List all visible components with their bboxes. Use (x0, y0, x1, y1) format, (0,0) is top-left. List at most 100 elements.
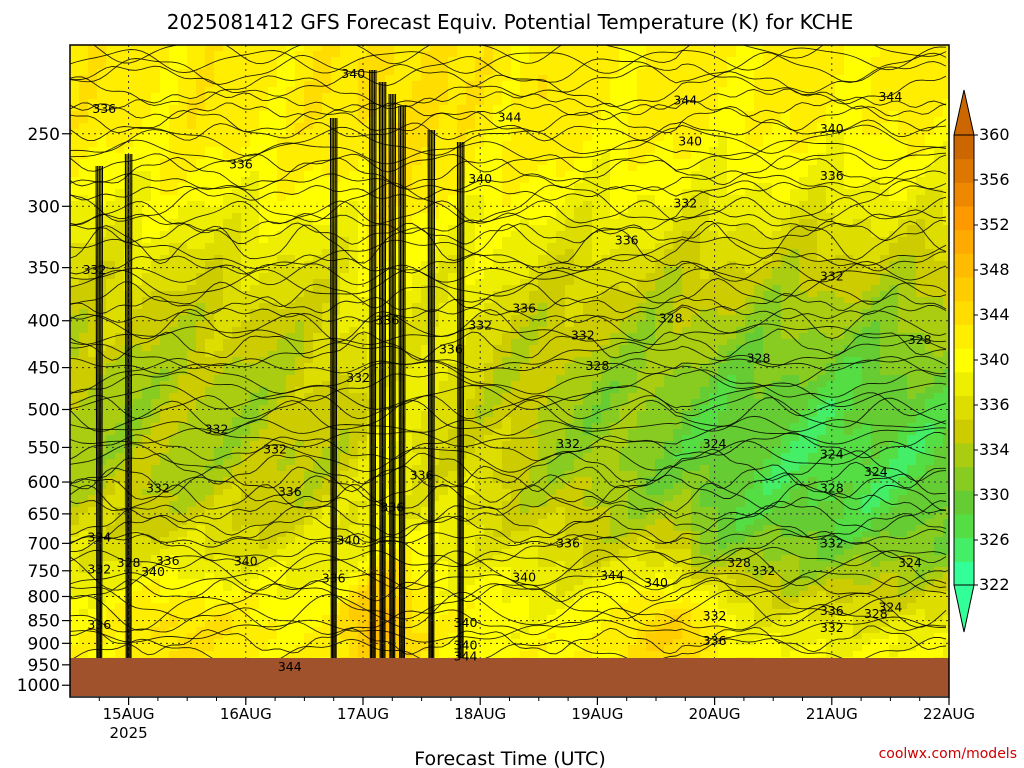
colorbar-swatch (954, 466, 974, 491)
colorbar-swatch (954, 561, 974, 586)
colorbar-label: 360 (979, 125, 1010, 144)
contour-label: 332 (468, 318, 492, 333)
year-label: 2025 (110, 724, 148, 742)
contour-label: 336 (322, 571, 346, 586)
colorbar-swatch (954, 490, 974, 515)
contour-label: 336 (820, 168, 844, 183)
contour-label: 332 (263, 442, 287, 457)
contour-label: 340 (820, 121, 844, 136)
ground-surface (70, 658, 949, 696)
colorbar-swatch (954, 277, 974, 302)
contour-label: 328 (864, 606, 888, 621)
pressure-tick-label: 800 (28, 587, 60, 607)
colorbar-swatch (954, 371, 974, 397)
time-tick-label: 20AUG (689, 705, 741, 723)
contour-lines (70, 45, 947, 665)
time-tick-label: 19AUG (571, 705, 623, 723)
contour-label: 340 (234, 554, 258, 569)
pressure-tick-label: 600 (28, 473, 60, 493)
colorbar-label: 340 (979, 350, 1010, 369)
colorbar-swatch (954, 300, 974, 325)
contour-label: 344 (454, 648, 478, 663)
pressure-tick-label: 350 (28, 259, 60, 279)
colorbar-label: 344 (979, 305, 1010, 324)
pressure-tick-label: 450 (28, 359, 60, 379)
colorbar-swatch (954, 537, 974, 562)
colorbar-label: 336 (979, 395, 1010, 414)
time-tick-label: 15AUG (103, 705, 155, 723)
contour-label: 344 (498, 110, 522, 125)
pressure-tick-label: 500 (28, 401, 60, 421)
credit-text: coolwx.com/models (879, 746, 1017, 762)
colorbar-label: 348 (979, 260, 1010, 279)
contour-label: 332 (556, 436, 580, 451)
contour-label: 336 (87, 617, 111, 632)
pressure-tick-label: 650 (28, 505, 60, 525)
contour-label: 324 (864, 464, 888, 479)
contour-label: 336 (229, 156, 253, 171)
contour-label: 336 (703, 633, 727, 648)
chart-title: 2025081412 GFS Forecast Equiv. Potential… (167, 10, 853, 34)
colorbar-swatch (954, 182, 974, 207)
contour-label: 328 (659, 311, 683, 326)
contour-label: 344 (278, 659, 302, 674)
contour-label: 340 (678, 134, 702, 149)
pressure-tick-label: 900 (28, 634, 60, 654)
contour-label: 324 (878, 600, 902, 615)
colorbar-label: 356 (979, 170, 1010, 189)
colorbar-swatch (954, 229, 974, 254)
time-tick-label: 22AUG (923, 705, 975, 723)
contour-label: 336 (156, 553, 180, 568)
contour-label: 336 (92, 101, 116, 116)
colorbar-swatch (954, 395, 974, 420)
colorbar-top-arrow (953, 89, 975, 136)
colorbar-swatch (954, 348, 974, 373)
contour-label: 332 (146, 481, 170, 496)
time-tick-label: 16AUG (220, 705, 272, 723)
colorbar-label: 334 (979, 440, 1010, 459)
contour-label: 336 (375, 313, 399, 328)
pressure-tick-label: 750 (28, 562, 60, 582)
time-tick-label: 17AUG (337, 705, 389, 723)
pressure-tick-label: 1000 (17, 676, 60, 696)
contour-label: 336 (278, 484, 302, 499)
contour-label: 328 (747, 351, 771, 366)
contour-label: 332 (752, 563, 776, 578)
colorbar-label: 326 (979, 530, 1010, 549)
contour-label: 340 (644, 575, 668, 590)
contour-label: 328 (585, 358, 609, 373)
contour-label: 340 (512, 570, 536, 585)
contour-label: 340 (454, 638, 478, 653)
contour-label: 328 (820, 481, 844, 496)
contour-label: 324 (703, 436, 727, 451)
contour-label: 332 (205, 422, 229, 437)
colorbar-swatch (954, 442, 974, 468)
contour-label: 336 (380, 500, 404, 515)
contour-label: 324 (820, 447, 844, 462)
contour-label: 340 (341, 66, 365, 81)
contour-label: 332 (87, 562, 111, 577)
colorbar-label: 330 (979, 485, 1010, 504)
pressure-tick-label: 300 (28, 197, 60, 217)
contour-label: 336 (410, 467, 434, 482)
colorbar: 322 326 330 334 336 340 344 348 352 356 360 (953, 89, 1010, 633)
time-tick-label: 21AUG (806, 705, 858, 723)
contour-label: 332 (673, 196, 697, 211)
contour-label: 344 (878, 89, 902, 104)
x-axis-label: Forecast Time (UTC) (414, 748, 605, 768)
colorbar-swatch (954, 135, 974, 160)
colorbar-swatch (954, 158, 974, 183)
contour-label: 328 (727, 555, 751, 570)
contour-label: 340 (454, 615, 478, 630)
pressure-tick-label: 850 (28, 612, 60, 632)
colorbar-swatch (954, 324, 974, 349)
contour-label: 332 (703, 608, 727, 623)
contour-label: 332 (820, 620, 844, 635)
contour-label: 332 (346, 370, 370, 385)
colorbar-swatch (954, 513, 974, 539)
colorbar-bottom-arrow (953, 584, 975, 633)
colorbar-swatch (954, 419, 974, 444)
grid-lines (70, 45, 949, 697)
